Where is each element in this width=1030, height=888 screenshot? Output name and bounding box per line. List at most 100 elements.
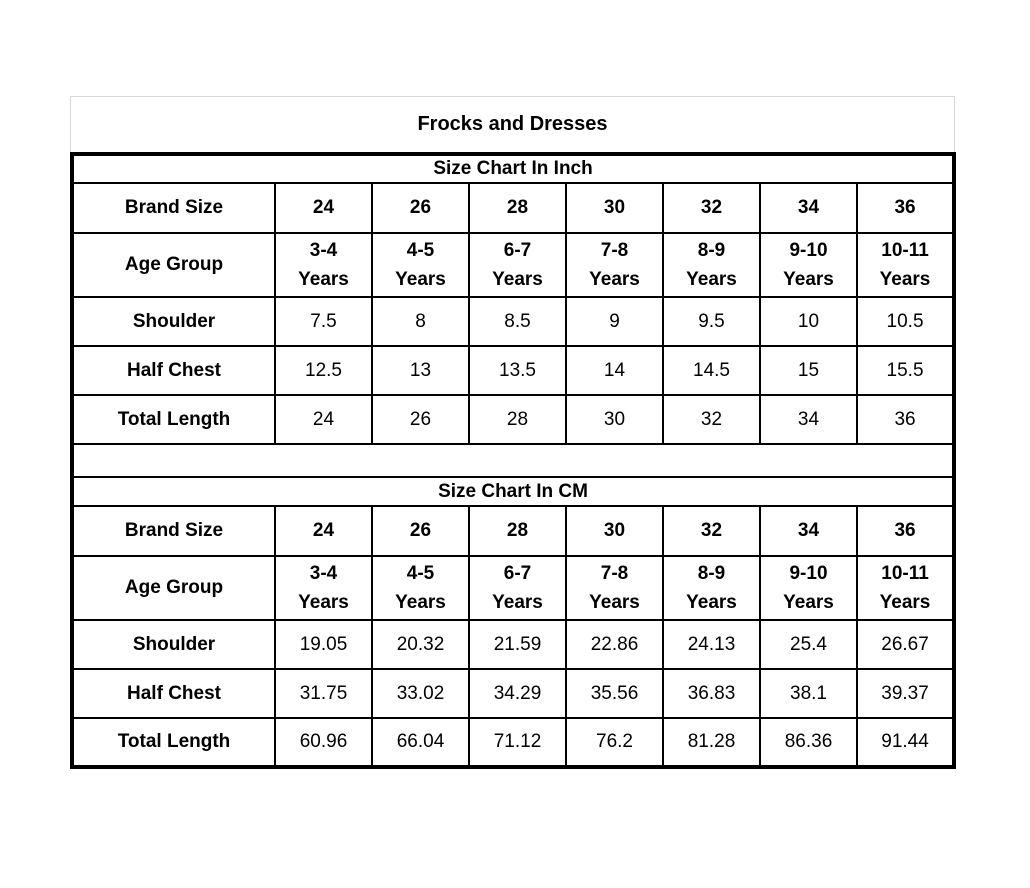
spacer-cell bbox=[70, 443, 956, 478]
size-chart-table: Size Chart In Inch Brand Size 24 26 28 30 32 34… bbox=[70, 152, 957, 769]
row-label-cell: Half Chest bbox=[71, 345, 276, 396]
value-cell: 24 bbox=[274, 182, 373, 234]
value-cell: 30 bbox=[565, 182, 664, 234]
spacer-row bbox=[70, 443, 956, 478]
value-cell: 31.75 bbox=[274, 668, 373, 719]
value-cell: 3-4 Years bbox=[274, 555, 373, 621]
value-cell: 21.59 bbox=[468, 619, 567, 670]
row-label-cell: Total Length bbox=[71, 717, 276, 768]
value-cell: 7-8 Years bbox=[565, 555, 664, 621]
value-cell: 30 bbox=[565, 394, 664, 445]
value-cell: 7-8 Years bbox=[565, 232, 664, 298]
value-cell: 24 bbox=[274, 505, 373, 557]
value-cell: 26.67 bbox=[855, 619, 956, 670]
table-row: Half Chest 31.75 33.02 34.29 35.56 36.83 38.1 3… bbox=[71, 668, 956, 719]
value-cell: 34 bbox=[759, 505, 858, 557]
value-cell: 12.5 bbox=[274, 345, 373, 396]
chart-title-box: Frocks and Dresses bbox=[70, 96, 955, 153]
table-row: Brand Size 24 26 28 30 32 34 36 bbox=[71, 505, 956, 557]
value-cell: 20.32 bbox=[371, 619, 470, 670]
value-cell: 32 bbox=[662, 394, 761, 445]
value-cell: 9 bbox=[565, 296, 664, 347]
value-cell: 10-11 Years bbox=[855, 232, 956, 298]
value-cell: 15.5 bbox=[855, 345, 956, 396]
table-row: Total Length 60.96 66.04 71.12 76.2 81.28 86.3… bbox=[71, 717, 956, 768]
value-cell: 6-7 Years bbox=[468, 555, 567, 621]
value-cell: 4-5 Years bbox=[371, 232, 470, 298]
value-cell: 39.37 bbox=[855, 668, 956, 719]
value-cell: 36 bbox=[855, 505, 956, 557]
table-row: Brand Size 24 26 28 30 32 34 36 bbox=[71, 182, 956, 234]
section-header-row: Size Chart In Inch bbox=[70, 153, 956, 184]
row-label-cell: Shoulder bbox=[71, 619, 276, 670]
value-cell: 28 bbox=[468, 182, 567, 234]
value-cell: 36 bbox=[855, 182, 956, 234]
value-cell: 28 bbox=[468, 505, 567, 557]
value-cell: 15 bbox=[759, 345, 858, 396]
value-cell: 13 bbox=[371, 345, 470, 396]
chart-title: Frocks and Dresses bbox=[417, 113, 608, 135]
value-cell: 34.29 bbox=[468, 668, 567, 719]
value-cell: 8 bbox=[371, 296, 470, 347]
value-cell: 9-10 Years bbox=[759, 232, 858, 298]
value-cell: 28 bbox=[468, 394, 567, 445]
table-row: Age Group 3-4 Years 4-5 Years 6-7 Years 7-8 … bbox=[71, 555, 956, 621]
value-cell: 9-10 Years bbox=[759, 555, 858, 621]
value-cell: 10-11 Years bbox=[855, 555, 956, 621]
value-cell: 19.05 bbox=[274, 619, 373, 670]
value-cell: 8-9 Years bbox=[662, 555, 761, 621]
value-cell: 30 bbox=[565, 505, 664, 557]
value-cell: 24.13 bbox=[662, 619, 761, 670]
value-cell: 38.1 bbox=[759, 668, 858, 719]
value-cell: 71.12 bbox=[468, 717, 567, 768]
value-cell: 76.2 bbox=[565, 717, 664, 768]
value-cell: 26 bbox=[371, 394, 470, 445]
value-cell: 7.5 bbox=[274, 296, 373, 347]
section-header: Size Chart In CM bbox=[70, 476, 956, 507]
value-cell: 35.56 bbox=[565, 668, 664, 719]
value-cell: 22.86 bbox=[565, 619, 664, 670]
section-header: Size Chart In Inch bbox=[70, 153, 956, 184]
value-cell: 6-7 Years bbox=[468, 232, 567, 298]
value-cell: 26 bbox=[371, 182, 470, 234]
value-cell: 66.04 bbox=[371, 717, 470, 768]
row-label-cell: Shoulder bbox=[71, 296, 276, 347]
row-label-cell: Age Group bbox=[71, 232, 276, 298]
table-row: Total Length 24 26 28 30 32 34 36 bbox=[71, 394, 956, 445]
value-cell: 33.02 bbox=[371, 668, 470, 719]
value-cell: 8-9 Years bbox=[662, 232, 761, 298]
value-cell: 24 bbox=[274, 394, 373, 445]
table-row: Half Chest 12.5 13 13.5 14 14.5 15 15.5 bbox=[71, 345, 956, 396]
value-cell: 8.5 bbox=[468, 296, 567, 347]
value-cell: 10 bbox=[759, 296, 858, 347]
value-cell: 81.28 bbox=[662, 717, 761, 768]
row-label-cell: Brand Size bbox=[71, 505, 276, 557]
value-cell: 25.4 bbox=[759, 619, 858, 670]
value-cell: 26 bbox=[371, 505, 470, 557]
value-cell: 3-4 Years bbox=[274, 232, 373, 298]
value-cell: 34 bbox=[759, 182, 858, 234]
row-label-cell: Half Chest bbox=[71, 668, 276, 719]
value-cell: 32 bbox=[662, 505, 761, 557]
table-row: Age Group 3-4 Years 4-5 Years 6-7 Years 7-8 … bbox=[71, 232, 956, 298]
value-cell: 10.5 bbox=[855, 296, 956, 347]
value-cell: 86.36 bbox=[759, 717, 858, 768]
value-cell: 60.96 bbox=[274, 717, 373, 768]
value-cell: 13.5 bbox=[468, 345, 567, 396]
row-label-cell: Total Length bbox=[71, 394, 276, 445]
value-cell: 4-5 Years bbox=[371, 555, 470, 621]
section-header-row: Size Chart In CM bbox=[70, 476, 956, 507]
value-cell: 36.83 bbox=[662, 668, 761, 719]
value-cell: 14.5 bbox=[662, 345, 761, 396]
value-cell: 34 bbox=[759, 394, 858, 445]
table-row: Shoulder 7.5 8 8.5 9 9.5 10 10.5 bbox=[71, 296, 956, 347]
value-cell: 9.5 bbox=[662, 296, 761, 347]
row-label-cell: Age Group bbox=[71, 555, 276, 621]
table-row: Shoulder 19.05 20.32 21.59 22.86 24.13 25.4 26.… bbox=[71, 619, 956, 670]
row-label-cell: Brand Size bbox=[71, 182, 276, 234]
value-cell: 14 bbox=[565, 345, 664, 396]
value-cell: 91.44 bbox=[855, 717, 956, 768]
value-cell: 36 bbox=[855, 394, 956, 445]
value-cell: 32 bbox=[662, 182, 761, 234]
